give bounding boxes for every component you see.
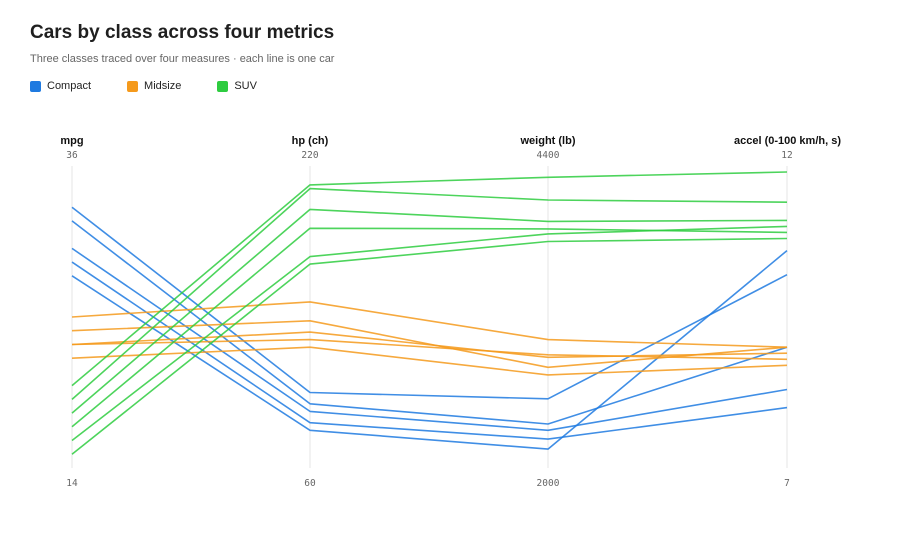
- line-midsize-1[interactable]: [71, 301, 788, 348]
- line-compact-3[interactable]: [71, 247, 788, 432]
- line-suv-1[interactable]: [71, 171, 788, 387]
- axis-min-label-hp: 60: [304, 478, 316, 489]
- legend-swatch-compact: [30, 80, 41, 92]
- axes-layer: [71, 166, 788, 468]
- legend-swatch-midsize: [127, 80, 139, 92]
- line-suv-2[interactable]: [71, 187, 788, 400]
- legend: Compact Midsize SUV: [30, 80, 293, 92]
- axis-title-accel: accel (0-100 km/h, s): [734, 135, 841, 147]
- line-suv-6[interactable]: [71, 237, 788, 455]
- labels-layer: mpg 36 14 hp (ch) 220 60 weight (lb) 4400 2000 ac…: [60, 135, 841, 489]
- line-midsize-3[interactable]: [71, 331, 788, 359]
- line-suv-5[interactable]: [71, 225, 788, 442]
- line-suv-3[interactable]: [71, 208, 788, 414]
- axis-min-label-accel: 7: [784, 478, 790, 489]
- axis-title-hp: hp (ch): [292, 135, 329, 147]
- axis-title-mpg: mpg: [60, 135, 83, 147]
- legend-swatch-suv: [217, 80, 229, 92]
- axis-min-label-mpg: 14: [66, 478, 78, 489]
- legend-item-compact[interactable]: Compact: [30, 80, 91, 92]
- line-midsize-5[interactable]: [71, 346, 788, 376]
- legend-label-suv: SUV: [234, 80, 257, 92]
- line-midsize-4[interactable]: [71, 338, 788, 361]
- chart-subtitle: Three classes traced over four measures …: [30, 53, 335, 65]
- line-compact-1[interactable]: [71, 206, 788, 400]
- line-compact-4[interactable]: [71, 261, 788, 440]
- axis-max-label-hp: 220: [301, 150, 318, 161]
- axis-max-label-accel: 12: [781, 150, 792, 161]
- line-compact-2[interactable]: [71, 220, 788, 425]
- legend-label-midsize: Midsize: [144, 80, 182, 92]
- line-compact-5[interactable]: [71, 249, 788, 450]
- axis-min-label-weight: 2000: [537, 478, 560, 489]
- line-suv-4[interactable]: [71, 227, 788, 428]
- legend-item-midsize[interactable]: Midsize: [127, 80, 181, 92]
- legend-label-compact: Compact: [47, 80, 92, 92]
- legend-item-suv[interactable]: SUV: [217, 80, 257, 92]
- axis-title-weight: weight (lb): [520, 135, 576, 147]
- lines-layer: [71, 171, 788, 455]
- chart-title: Cars by class across four metrics: [30, 22, 335, 43]
- axis-max-label-weight: 4400: [537, 150, 560, 161]
- axis-max-label-mpg: 36: [66, 150, 78, 161]
